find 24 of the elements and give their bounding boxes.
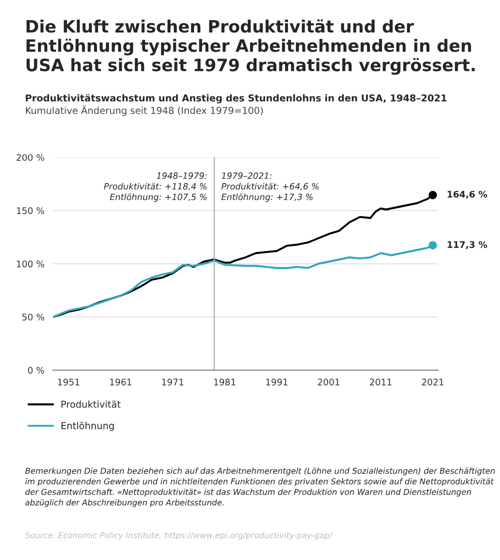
y-tick-label: 50 % xyxy=(22,314,44,321)
x-tick-label: 1981 xyxy=(214,378,236,386)
annotation: 164,6 % xyxy=(448,190,488,199)
x-tick-label: 2001 xyxy=(318,378,340,386)
y-tick-label: 100 % xyxy=(16,260,44,268)
text: Bemerkungen Die Daten beziehen sich auf das Arbeitnehmerentgelt (Löhne und Sozialleistungen) der Beschäftigten im produzierenden Gewerbe und in nichtleitenden Funktionen des privaten Sektors sowie auf die Nettoproduktivität der Gesamtwirtschaft. «Nettoproduktivität» ist das Wachstum der Produktion von Waren und Dienstleistungen abzüglich der Abschreibungen pro Arbeitsstunde. xyxy=(25,468,495,508)
x-tick-label: 1951 xyxy=(58,378,80,386)
chart-title: Die Kluft zwischen Produktivität und der Entlöhnung typischer Arbeitnehmenden in den USA hat sich seit 1979 dramatisch vergrössert. xyxy=(26,19,475,75)
x-tick-label: 1961 xyxy=(110,378,132,386)
x-tick-label: 2021 xyxy=(422,378,444,386)
x-tick-label: 2011 xyxy=(370,378,392,386)
y-tick-label: 200 % xyxy=(16,154,44,161)
x-tick-label: 1991 xyxy=(266,378,288,386)
source-note: Source: Economic Policy Institute, https://www.epi.org/productivity-pay-gap/ xyxy=(25,532,333,540)
y-tick-label: 0 % xyxy=(28,366,44,374)
legend-label: Entlöhnung xyxy=(62,422,114,432)
annotation: 1979–2021: Produktivität: +64,6 % Entlöhnung: +17,3 % xyxy=(221,172,319,202)
y-axis-title: Kumulative Änderung seit 1948 (Index 1979=100) xyxy=(26,105,263,116)
annotation: 117,3 % xyxy=(448,241,488,250)
x-tick-label: 1971 xyxy=(162,378,184,386)
annotation: 1948–1979: Produktivität: +118,4 % Entlöhnung: +107,5 % xyxy=(104,172,207,202)
chart-subtitle: Produktivitätswachstum und Anstieg des Stundenlohns in den USA, 1948–2021 xyxy=(26,94,446,104)
legend-label: Produktivität xyxy=(62,400,121,408)
y-tick-label: 150 % xyxy=(16,207,44,214)
